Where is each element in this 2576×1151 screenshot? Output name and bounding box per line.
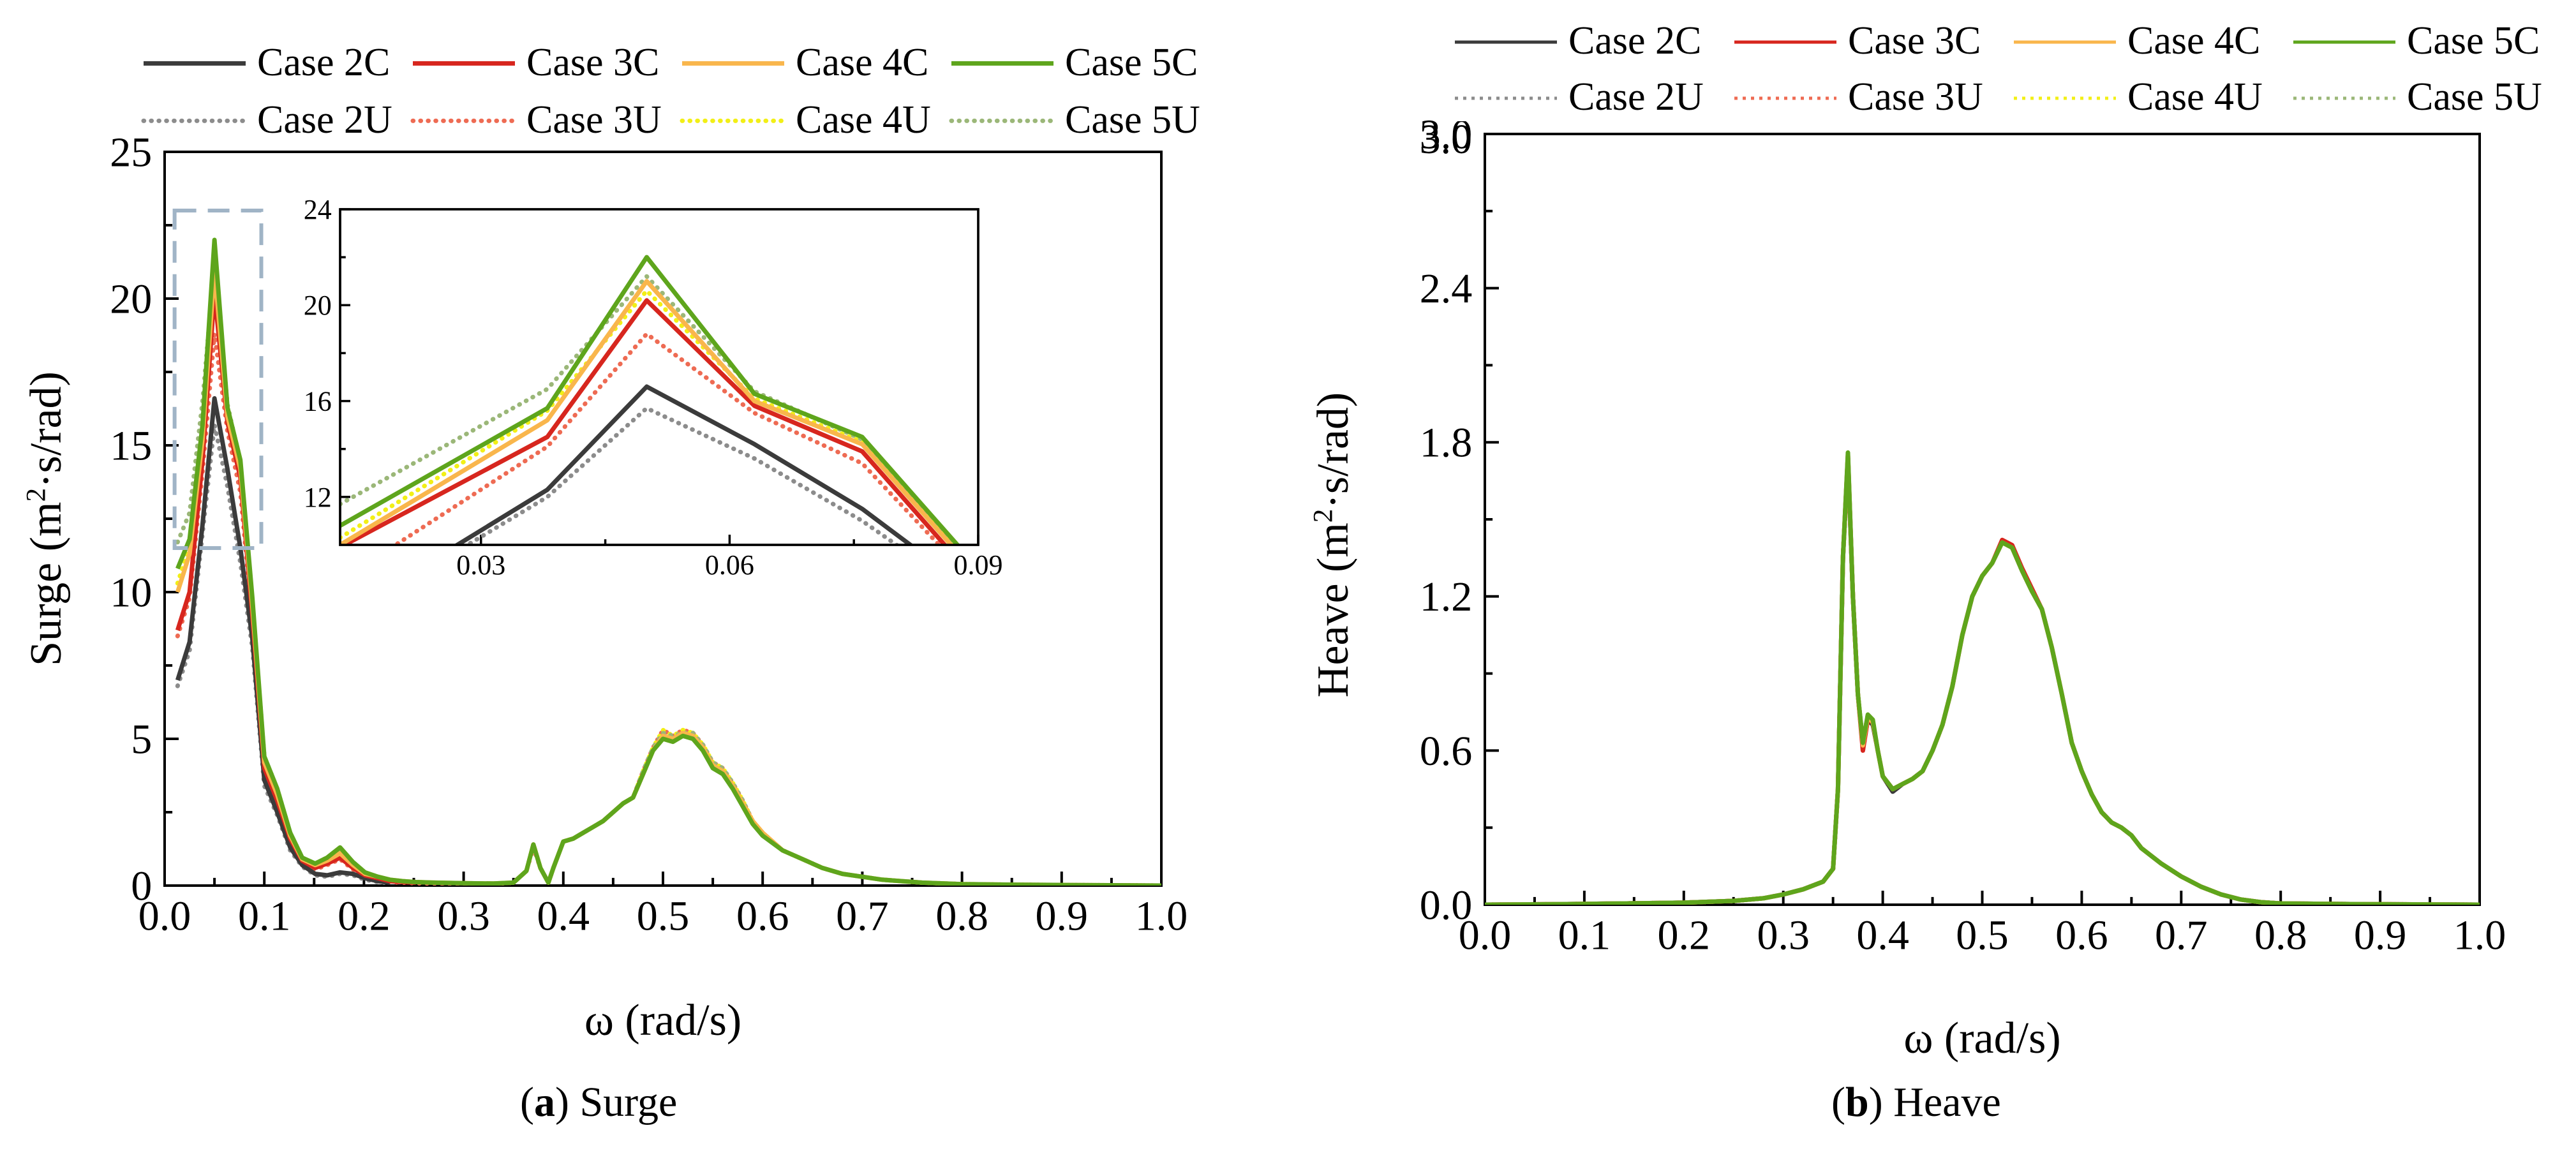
surge-y-axis-label: Surge (m2·s/rad)	[21, 371, 71, 666]
surge-legend-label-case-5c: Case 5C	[1065, 41, 1198, 84]
surge-series-group	[175, 237, 1161, 886]
caption-a: (a) Surge	[520, 1079, 678, 1125]
heave-legend-bg	[1448, 13, 2572, 121]
heave-legend-label-case-4c: Case 4C	[2127, 19, 2260, 63]
surge-series-case-2c	[175, 396, 391, 885]
surge-x-tick-label: 0.6	[736, 893, 789, 939]
heave-series-case-5u	[1485, 452, 2480, 905]
surge-x-tick-label: 0.4	[537, 893, 590, 939]
heave-legend-label-case-3c: Case 3C	[1848, 19, 1981, 63]
surge-x-tick-label: 0.5	[637, 893, 690, 939]
surge-inset-series-case-5u	[340, 274, 958, 545]
surge-y-axis-label-text: Surge (m2·s/rad)	[21, 371, 71, 666]
heave-x-axis-label: ω (rad/s)	[1903, 1014, 2060, 1063]
surge-inset-y-tick-label: 24	[304, 194, 332, 225]
surge-x-tick-label: 0.9	[1036, 893, 1089, 939]
surge-zoom-box	[172, 209, 264, 550]
surge-inset-series-case-2c	[453, 384, 914, 545]
heave-legend-label-case-5u: Case 5U	[2407, 75, 2542, 119]
surge-inset-y-tick-label: 20	[304, 290, 332, 321]
heave-series-case-4c	[1485, 452, 2480, 905]
heave-series-group	[1485, 450, 2480, 905]
surge-y-tick-label: 10	[110, 569, 152, 616]
heave-x-tick-label: 0.6	[2055, 912, 2108, 958]
heave-legend-label-case-2u: Case 2U	[1568, 75, 1704, 119]
heave-series-case-5c	[1485, 450, 2480, 905]
surge-inset-frame	[339, 208, 979, 546]
heave-x-tick-label: 0.3	[1757, 912, 1810, 958]
heave-y-tick-label: 0.6	[1420, 728, 1473, 775]
surge-x-tick-label: 0.8	[935, 893, 988, 939]
heave-x-tick-label: 0.0	[1459, 912, 1512, 958]
surge-inset-series-case-4c	[340, 279, 955, 545]
heave-chart: 0.0 0.1 0.2 0.3 0.4 0.5 0.6 0.7 0.8 0.9 1.0 0.0 0.6 1…	[1308, 13, 2572, 1063]
heave-x-tick-label: 0.2	[1658, 912, 1711, 958]
surge-legend-label-case-4u: Case 4U	[796, 98, 931, 142]
surge-inset-x-tick-label: 0.06	[705, 549, 754, 581]
surge-x-tick-label: 0.2	[338, 893, 391, 939]
surge-x-tick-label: 1.0	[1135, 893, 1188, 939]
surge-inset-y-tick-label: 12	[304, 482, 332, 513]
surge-y-tick-label: 20	[110, 276, 152, 322]
surge-legend-label-case-2c: Case 2C	[257, 41, 390, 84]
surge-inset-series-case-5c	[340, 255, 961, 545]
heave-legend-label-case-4u: Case 4U	[2127, 75, 2263, 119]
heave-series-case-2u	[1485, 457, 2480, 905]
heave-x-tick-label: 0.8	[2254, 912, 2307, 958]
surge-legend-label-case-3c: Case 3C	[526, 41, 659, 84]
surge-x-tick-label: 0.3	[437, 893, 490, 939]
heave-series-case-2c	[1485, 455, 2480, 905]
heave-series-case-3u	[1485, 455, 2480, 905]
heave-y-tick-label: 0.0	[1420, 882, 1473, 928]
heave-y-tick-label-top: 3.0	[1420, 116, 1473, 163]
surge-series-case-5c	[175, 237, 1161, 886]
surge-legend-label-case-5u: Case 5U	[1065, 98, 1200, 142]
heave-legend-label-case-5c: Case 5C	[2407, 19, 2540, 63]
heave-y-axis-label-text: Heave (m2·s/rad)	[1308, 392, 1359, 697]
surge-legend-label-case-3u: Case 3U	[526, 98, 662, 142]
surge-inset: 0.03 0.06 0.09 12 16 20 24	[304, 194, 1003, 581]
heave-legend-label-case-3u: Case 3U	[1848, 75, 1983, 119]
heave-y-tick-label: 1.8	[1420, 420, 1473, 466]
surge-y-tick-label: 0	[131, 863, 152, 909]
surge-inset-x-tick-label: 0.09	[954, 549, 1003, 581]
surge-inset-x-tick-label: 0.03	[456, 549, 505, 581]
surge-inset-series-case-3c	[340, 298, 948, 545]
surge-legend-label-case-4c: Case 4C	[796, 41, 928, 84]
surge-y-tick-label: 15	[110, 422, 152, 469]
heave-x-tick-label: 0.5	[1956, 912, 2009, 958]
surge-x-tick-label: 0.0	[138, 893, 191, 939]
heave-y-tick-label: 1.2	[1420, 574, 1473, 620]
surge-inset-series-group	[340, 255, 961, 545]
surge-x-tick-label: 0.7	[836, 893, 889, 939]
heave-x-tick-label: 0.4	[1856, 912, 1909, 958]
heave-y-axis-label: Heave (m2·s/rad)	[1308, 392, 1359, 697]
surge-inset-y-tick-label: 16	[304, 386, 332, 417]
heave-x-tick-label: 1.0	[2453, 912, 2506, 958]
heave-x-tick-label: 0.1	[1558, 912, 1611, 958]
heave-x-tick-label: 0.7	[2155, 912, 2208, 958]
heave-series-case-3c	[1485, 452, 2480, 905]
surge-y-tick-label: 5	[131, 716, 152, 762]
heave-y-tick-label: 2.4	[1420, 265, 1473, 312]
surge-inset-series-case-2u	[463, 406, 901, 545]
heave-x-tick-label: 0.9	[2354, 912, 2407, 958]
surge-chart: Case 2C Case 3C Case 4C Case 5C Case 2U Case …	[21, 41, 1200, 1045]
surge-x-tick-label: 0.1	[238, 893, 291, 939]
heave-legend-label-case-2c: Case 2C	[1568, 19, 1701, 63]
surge-inset-series-case-3u	[391, 331, 942, 545]
surge-y-tick-label: 25	[110, 129, 152, 175]
heave-plot-frame	[1484, 133, 2481, 906]
surge-x-axis-label: ω (rad/s)	[584, 996, 741, 1045]
surge-legend-label-case-2u: Case 2U	[257, 98, 392, 142]
caption-b: (b) Heave	[1831, 1079, 2001, 1125]
heave-series-case-4u	[1485, 452, 2480, 905]
